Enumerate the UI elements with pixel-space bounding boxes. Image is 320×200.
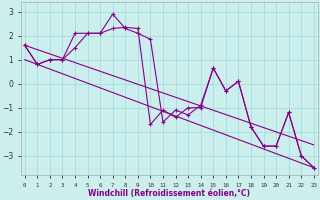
X-axis label: Windchill (Refroidissement éolien,°C): Windchill (Refroidissement éolien,°C) [88, 189, 250, 198]
